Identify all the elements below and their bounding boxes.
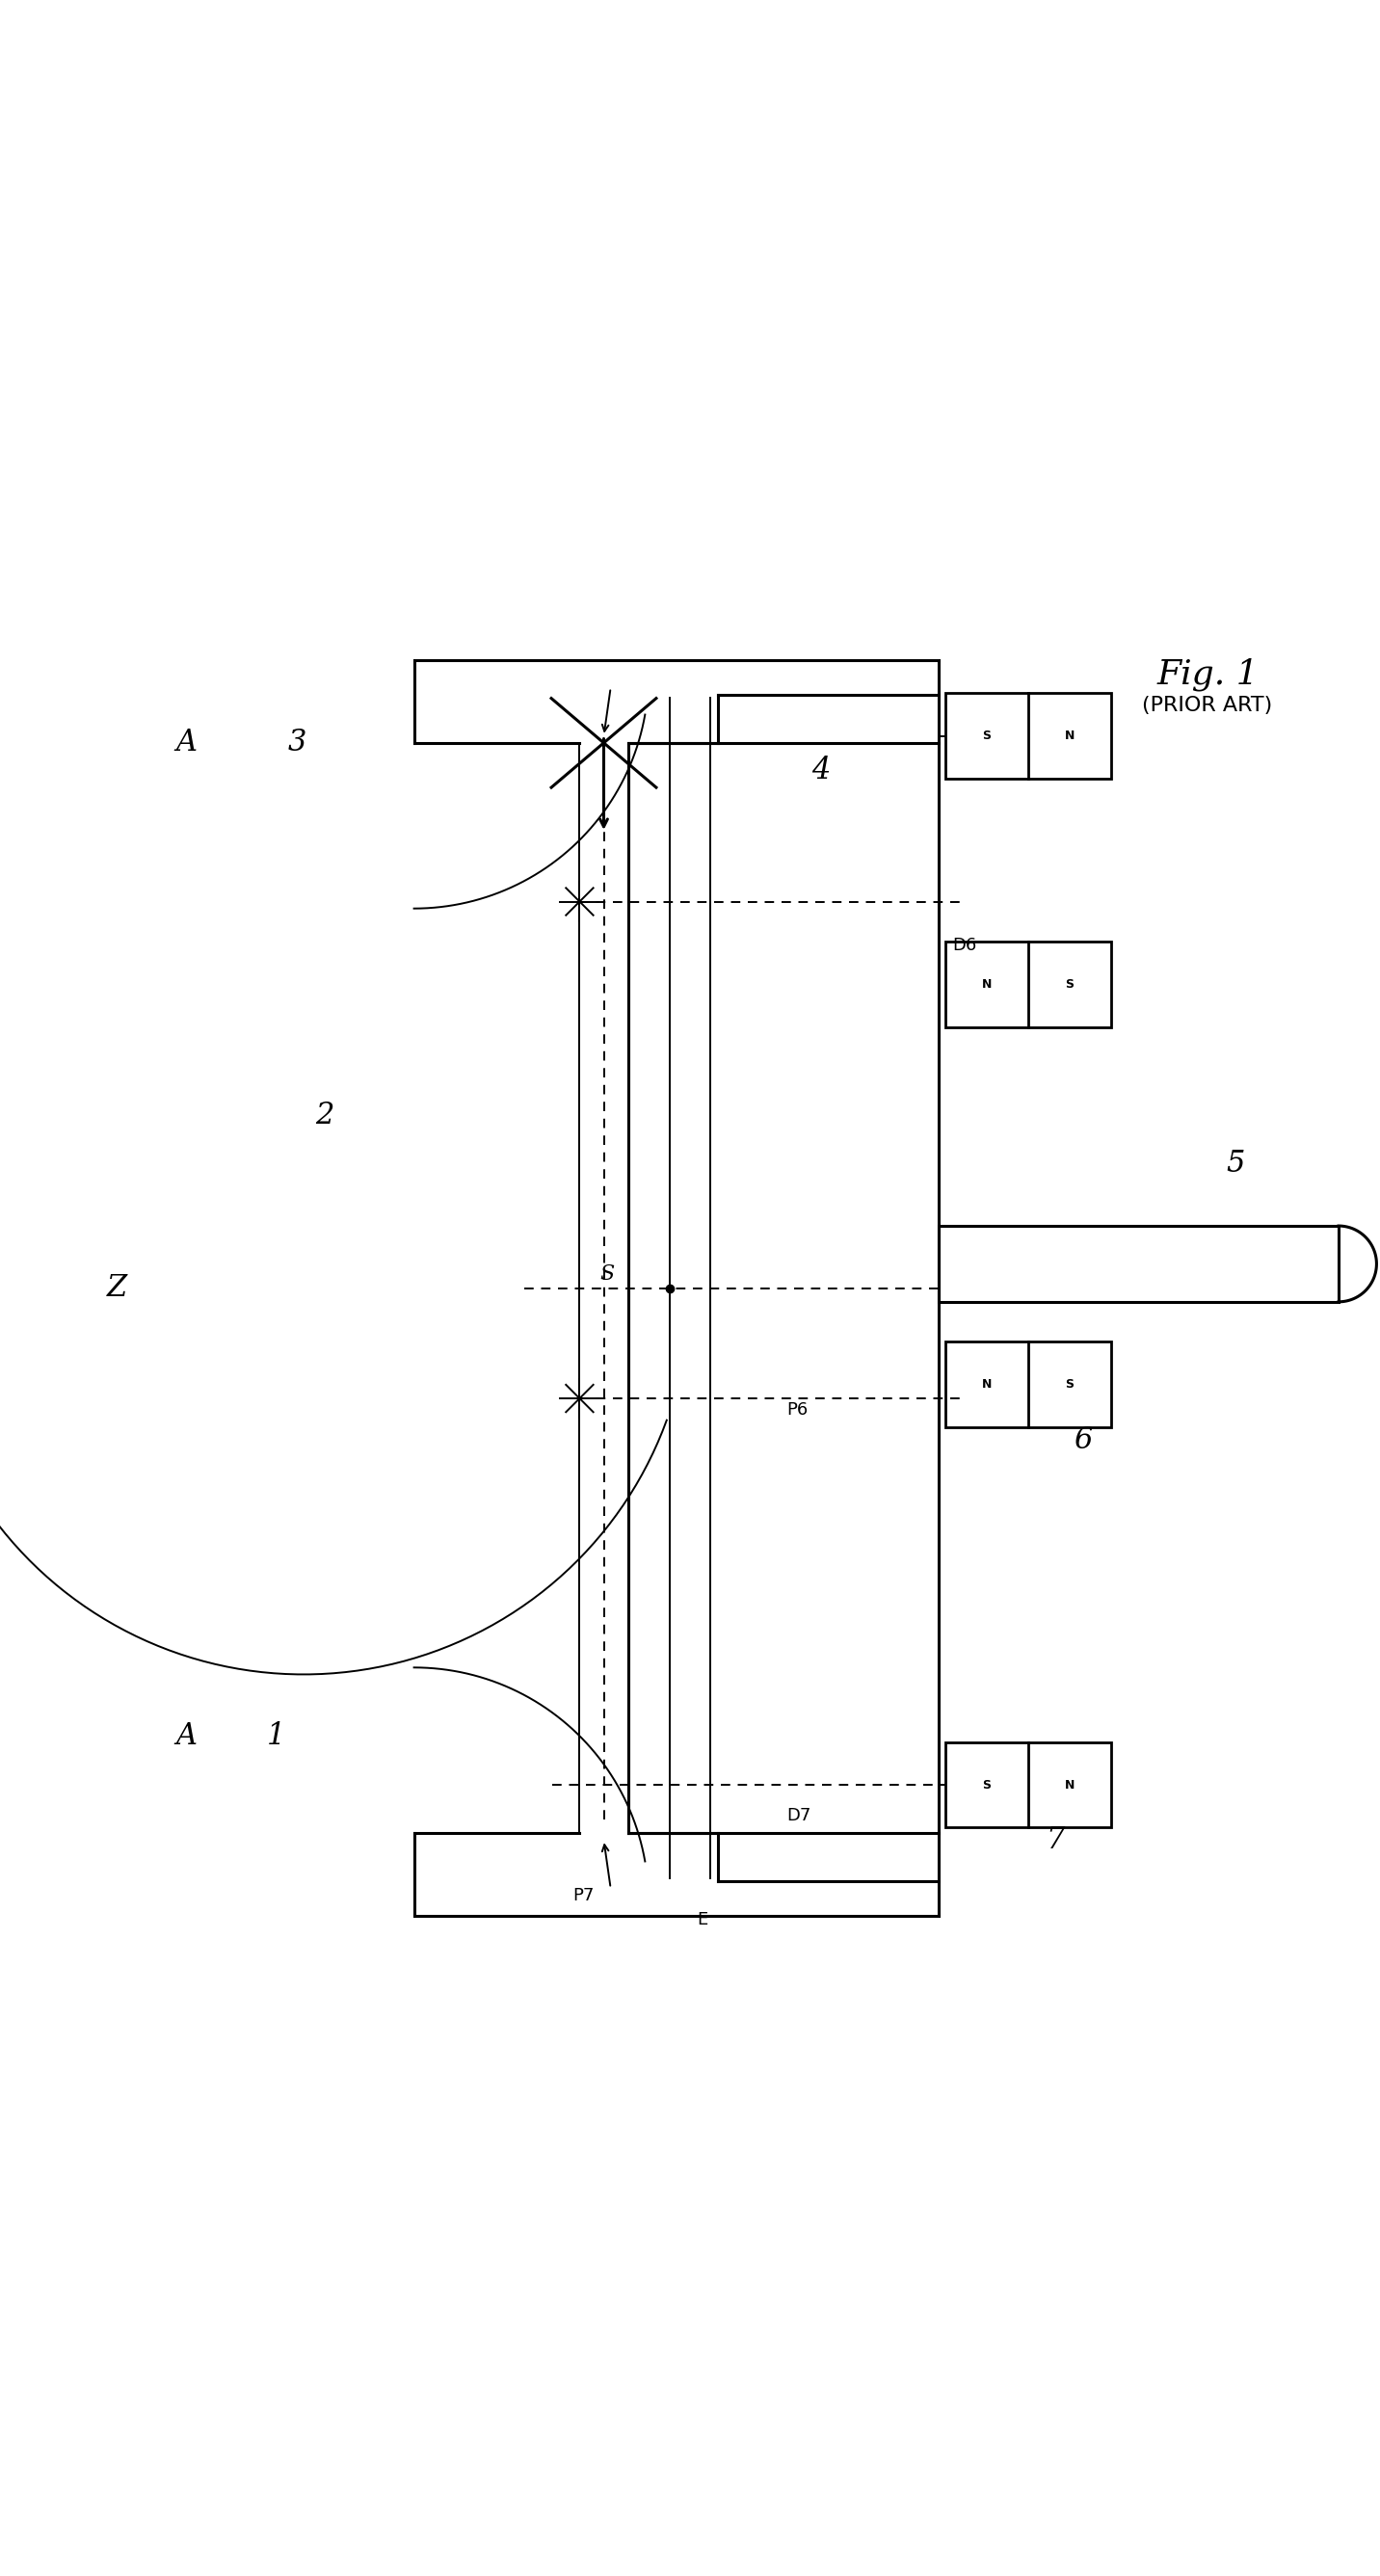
Text: E: E [697,1911,708,1929]
Text: 4: 4 [811,755,831,786]
Text: 6: 6 [1074,1425,1093,1455]
Text: 3: 3 [287,729,306,757]
Text: N: N [981,1378,992,1391]
Text: A: A [175,729,197,757]
Text: S: S [600,1265,614,1285]
Text: S: S [1065,979,1074,992]
Text: P7: P7 [573,1886,595,1904]
Bar [628,1834,938,1917]
Text: S: S [983,729,991,742]
Text: P6: P6 [787,1401,809,1419]
Bar [945,693,1111,778]
Text: S: S [983,1777,991,1790]
Text: 7: 7 [1046,1824,1065,1855]
Text: Fig. 1: Fig. 1 [1156,657,1259,690]
Bar [628,659,938,742]
Text: N: N [981,979,992,992]
Bar [945,943,1111,1028]
Text: D7: D7 [787,1806,811,1824]
Text: 1: 1 [266,1721,286,1752]
Text: N: N [1064,1777,1075,1790]
Text: N: N [1064,729,1075,742]
Bar [669,1834,711,1917]
Bar [945,1342,1111,1427]
Bar [669,742,711,1834]
Bar [628,742,938,1834]
Bar [938,1226,1339,1301]
Text: Z: Z [108,1273,127,1303]
Text: D6: D6 [952,938,977,956]
Text: S: S [1065,1378,1074,1391]
Text: (PRIOR ART): (PRIOR ART) [1143,696,1272,716]
Text: 2: 2 [315,1100,334,1131]
Text: A: A [175,1721,197,1752]
Bar [669,659,711,742]
Text: 5: 5 [1225,1149,1245,1180]
Bar [945,1741,1111,1826]
Bar [945,943,1111,1028]
Bar [945,1342,1111,1427]
